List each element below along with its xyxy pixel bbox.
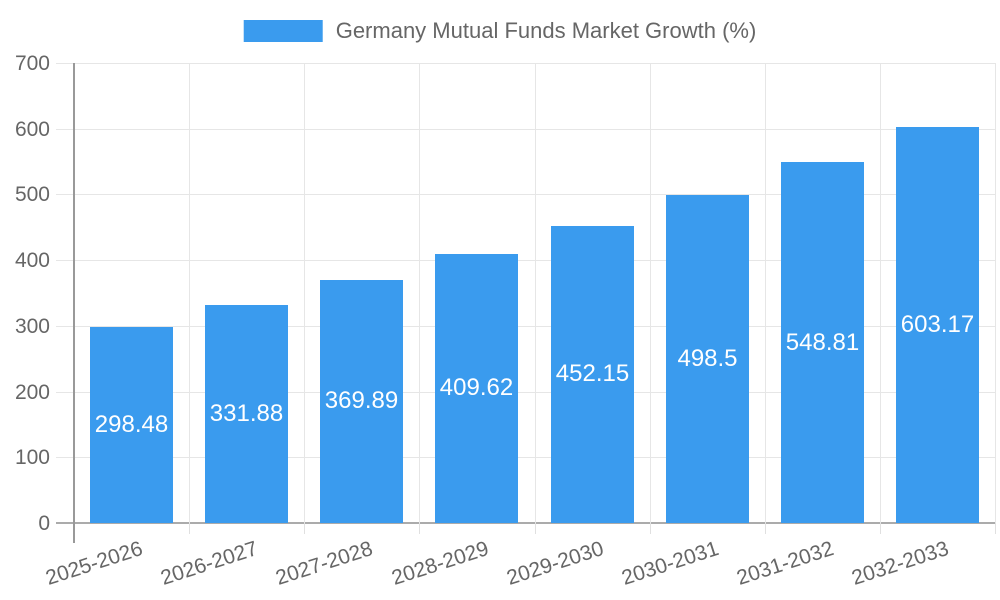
y-axis-tick-label: 400: [14, 249, 50, 272]
x-axis-tick-label: 2027-2028: [273, 537, 376, 590]
y-axis-tick-label: 100: [14, 446, 50, 469]
x-axis-tick: [880, 523, 881, 534]
x-axis-tick-label: 2026-2027: [158, 537, 261, 590]
x-axis-line: [56, 522, 995, 524]
y-gridline: [56, 194, 995, 195]
y-axis-tick-label: 200: [14, 381, 50, 404]
y-gridline: [56, 63, 995, 64]
bar[interactable]: 548.81: [781, 162, 864, 523]
x-axis-tick-label: 2032-2033: [848, 537, 952, 590]
bar-value-label: 298.48: [94, 410, 169, 438]
bar[interactable]: 409.62: [435, 253, 518, 523]
x-axis-tick: [995, 523, 996, 534]
bar-value-label: 603.17: [900, 310, 975, 338]
y-gridline: [56, 326, 995, 327]
legend-swatch[interactable]: [243, 20, 323, 42]
bar[interactable]: 331.88: [205, 304, 288, 523]
x-gridline: [650, 63, 651, 523]
y-axis-tick-label: 500: [14, 183, 50, 206]
x-axis-tick: [304, 523, 305, 534]
bar[interactable]: 369.89: [320, 279, 403, 523]
x-axis-tick: [650, 523, 651, 534]
x-gridline: [189, 63, 190, 523]
x-axis-tick-label: 2028-2029: [388, 537, 492, 590]
x-gridline: [419, 63, 420, 523]
bar[interactable]: 498.5: [666, 195, 749, 523]
x-axis-tick-label: 2030-2031: [618, 537, 722, 590]
bar[interactable]: 452.15: [551, 225, 634, 523]
x-gridline: [535, 63, 536, 523]
legend-label[interactable]: Germany Mutual Funds Market Growth (%): [335, 18, 757, 43]
y-axis-tick-label: 0: [38, 512, 50, 535]
x-axis-tick: [189, 523, 190, 534]
bar-value-label: 498.5: [677, 345, 738, 373]
x-axis-tick: [419, 523, 420, 534]
bar-value-label: 369.89: [324, 387, 399, 415]
y-gridline: [56, 457, 995, 458]
y-axis-tick-label: 300: [14, 315, 50, 338]
x-axis-tick-label: 2031-2032: [733, 537, 837, 590]
x-gridline: [880, 63, 881, 523]
bar-value-label: 548.81: [785, 328, 860, 356]
bar[interactable]: 603.17: [896, 126, 979, 523]
y-gridline: [56, 260, 995, 261]
x-axis-tick-label: 2025-2026: [43, 537, 146, 590]
bar[interactable]: 298.48: [90, 326, 173, 523]
bar-value-label: 452.15: [555, 360, 630, 388]
bar-value-label: 409.62: [439, 374, 514, 402]
y-gridline: [56, 392, 995, 393]
y-axis-tick-label: 600: [14, 118, 50, 141]
x-gridline: [765, 63, 766, 523]
bar-value-label: 331.88: [209, 399, 284, 427]
legend-item[interactable]: Germany Mutual Funds Market Growth (%): [243, 18, 757, 44]
x-axis-tick-label: 2029-2030: [503, 537, 607, 590]
y-axis-line: [73, 63, 75, 543]
y-gridline: [56, 129, 995, 130]
x-gridline: [304, 63, 305, 523]
x-axis-tick: [765, 523, 766, 534]
x-gridline: [995, 63, 996, 523]
x-axis-tick: [535, 523, 536, 534]
y-axis-tick-label: 700: [14, 52, 50, 75]
